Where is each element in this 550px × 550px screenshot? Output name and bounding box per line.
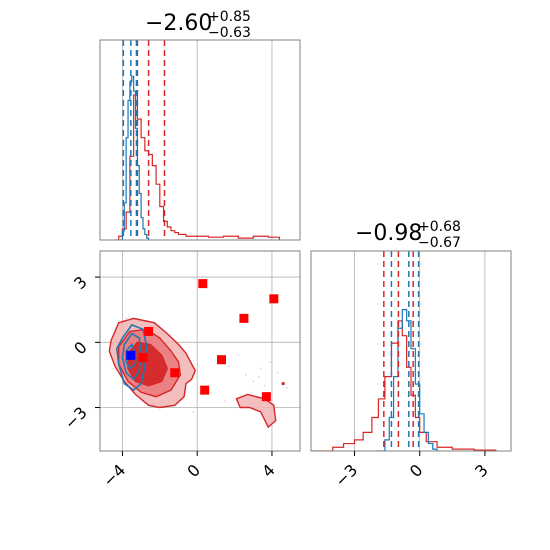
red-square-marker [239, 313, 249, 323]
right-x-tick-label: 0 [406, 460, 427, 481]
red-square-marker [144, 326, 154, 336]
scatter-point [259, 367, 262, 370]
top-grid [122, 40, 273, 240]
red-square-marker [200, 385, 210, 395]
scatter-point [228, 365, 230, 368]
scatter-point [286, 387, 288, 389]
joint-y-tick-label: 3 [70, 272, 91, 293]
top-panel-frame [99, 39, 301, 241]
scatter-point [250, 391, 253, 394]
top-marginal-panel [99, 39, 301, 241]
scatter-point [244, 374, 247, 376]
joint-x-tick-label: 0 [183, 460, 204, 481]
red-contour-inner [127, 341, 169, 387]
right-blue-histogram [376, 309, 438, 451]
right-title-median: −0.98 [355, 221, 422, 246]
joint-panel: −4 0 4 3 0 −3 [61, 250, 301, 491]
right-marginal-panel: −3 0 3 [310, 250, 512, 491]
joint-plot [108, 279, 288, 429]
right-panel-frame [310, 250, 512, 452]
scatter-point [192, 410, 195, 413]
top-title-upper: +0.85 [208, 9, 251, 25]
joint-x-ticks: −4 0 4 [99, 451, 279, 491]
top-title-median: −2.60 [145, 11, 212, 36]
scatter-point [263, 384, 266, 387]
right-x-ticks: −3 0 3 [331, 451, 492, 491]
scatter-point [125, 317, 128, 320]
scatter-point [237, 354, 240, 357]
red-square-marker [198, 279, 208, 289]
scatter-point [269, 360, 271, 363]
blue-contour-core [125, 343, 137, 370]
right-red-histogram [311, 320, 497, 451]
top-red-histogram [114, 94, 281, 240]
right-title-upper: +0.68 [418, 219, 461, 235]
right-title-lower: −0.67 [418, 235, 461, 251]
scatter-point [252, 380, 255, 383]
blue-contour-inner [121, 332, 142, 381]
scatter-point [224, 400, 227, 402]
red-square-marker [261, 392, 271, 402]
top-histogram-plot [114, 40, 281, 240]
red-square-marker [269, 294, 279, 304]
red-contour-dot [281, 382, 285, 386]
red-contour-island [235, 393, 277, 429]
top-blue-histogram [118, 75, 150, 240]
right-x-tick-label: −3 [331, 460, 361, 490]
joint-y-tick-label: 0 [70, 338, 91, 359]
red-square-marker [138, 353, 148, 363]
blue-contour-outer [115, 323, 148, 392]
red-square-marker [216, 355, 226, 365]
joint-y-ticks: 3 0 −3 [61, 272, 100, 433]
joint-x-tick-label: −4 [99, 460, 129, 490]
right-histogram-plot [311, 251, 497, 451]
scatter-point [257, 376, 260, 378]
right-x-tick-label: 3 [471, 460, 492, 481]
red-square-marker [170, 368, 180, 378]
blue-square-marker [126, 350, 136, 360]
joint-y-tick-label: −3 [61, 403, 91, 433]
scatter-point [276, 371, 279, 374]
top-title-lower: −0.63 [208, 25, 251, 41]
joint-panel-frame [99, 250, 301, 452]
joint-x-tick-label: 4 [258, 460, 279, 481]
